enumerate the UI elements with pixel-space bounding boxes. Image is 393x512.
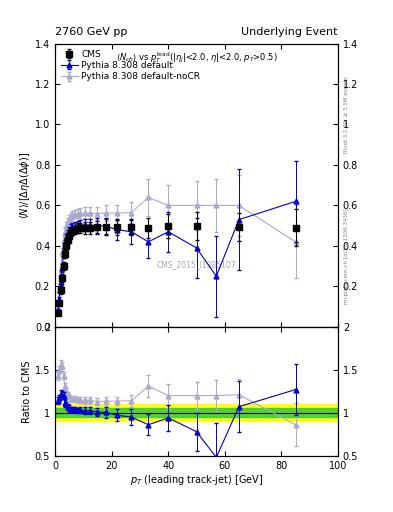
X-axis label: $p_T$ (leading track-jet) [GeV]: $p_T$ (leading track-jet) [GeV]: [130, 473, 263, 487]
Text: mcplots.cern.ch [arXiv:1306.3436]: mcplots.cern.ch [arXiv:1306.3436]: [343, 208, 349, 304]
Text: $\langle N_{ch}\rangle$ vs $p_T^{\rm lead}$($|\eta_j|$<2.0, $\eta$|<2.0, $p_T$>0: $\langle N_{ch}\rangle$ vs $p_T^{\rm lea…: [116, 51, 277, 65]
Y-axis label: $\langle N\rangle/[\Delta\eta\Delta(\Delta\phi)]$: $\langle N\rangle/[\Delta\eta\Delta(\Del…: [18, 152, 32, 219]
Bar: [55, 409, 338, 417]
Text: Rivet 3.1.10, ≥ 3.5M events: Rivet 3.1.10, ≥ 3.5M events: [343, 76, 349, 153]
Y-axis label: Ratio to CMS: Ratio to CMS: [22, 360, 32, 422]
Text: Underlying Event: Underlying Event: [241, 27, 338, 37]
Legend: CMS, Pythia 8.308 default, Pythia 8.308 default-noCR: CMS, Pythia 8.308 default, Pythia 8.308 …: [58, 46, 204, 85]
Bar: [55, 404, 338, 421]
Text: CMS_2015_I1385107: CMS_2015_I1385107: [157, 260, 236, 269]
Text: 2760 GeV pp: 2760 GeV pp: [55, 27, 127, 37]
